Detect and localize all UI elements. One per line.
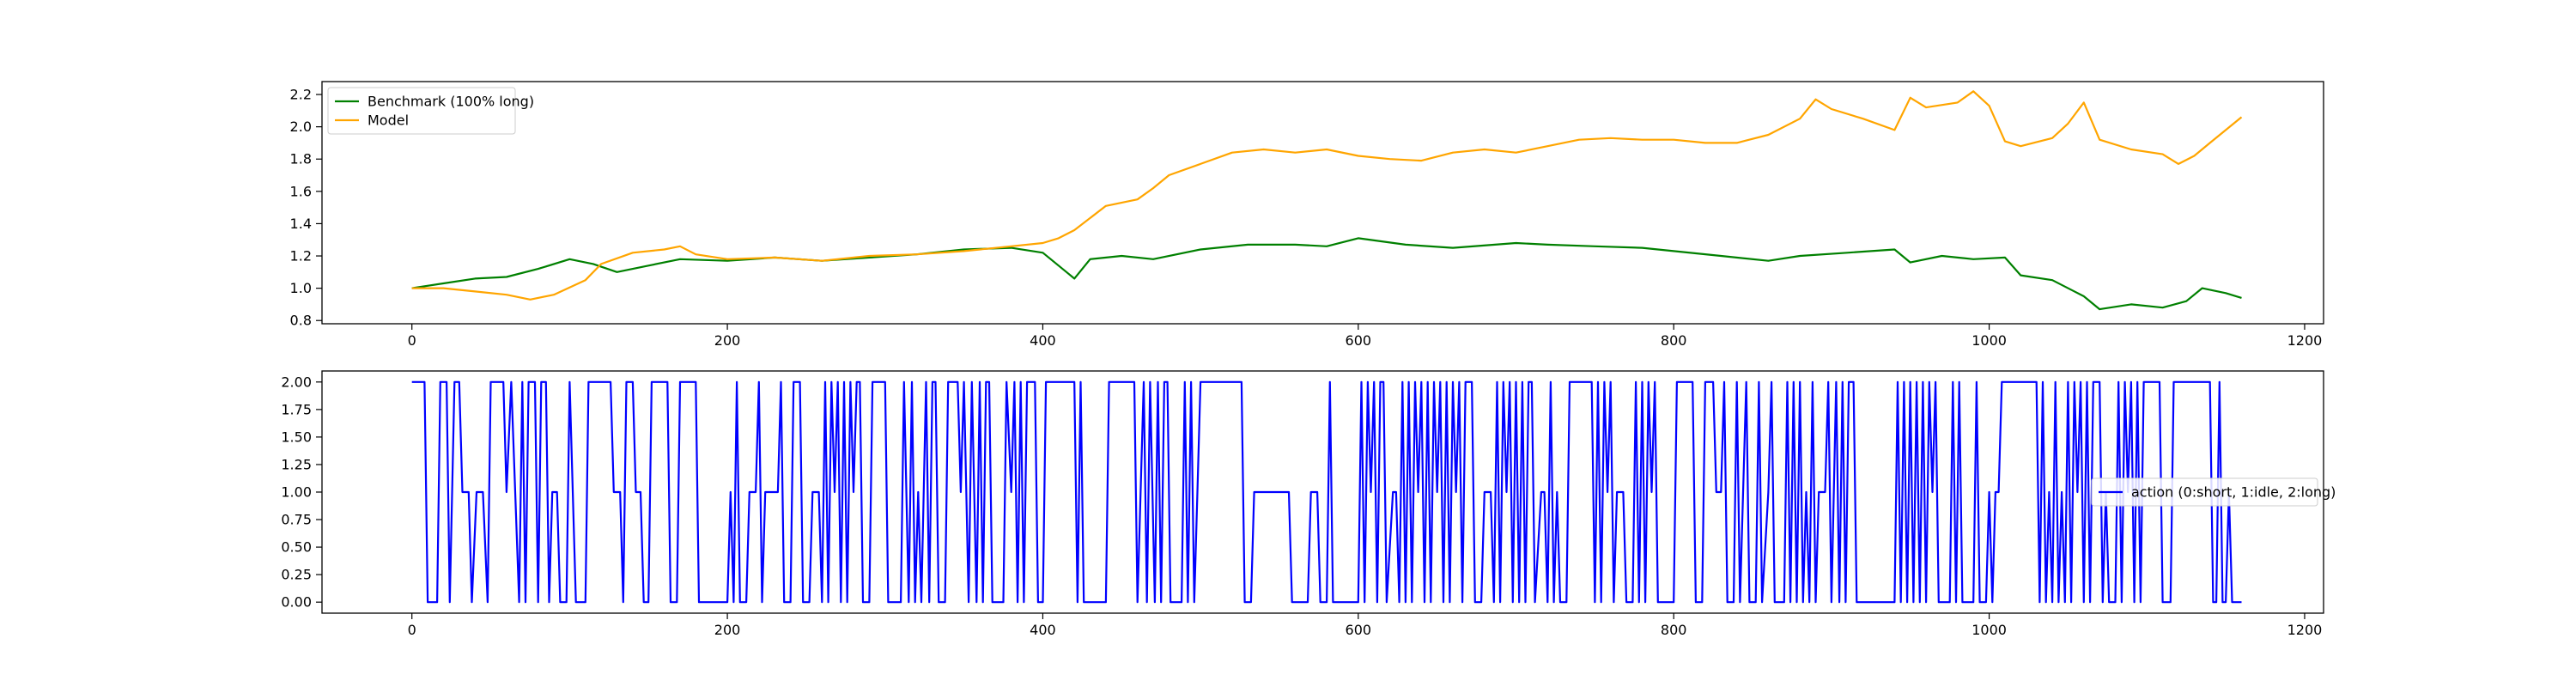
y-tick-label: 1.00	[281, 484, 312, 501]
x-tick-label: 600	[1346, 622, 1372, 638]
x-tick-label: 200	[714, 332, 741, 349]
y-tick-label: 0.8	[290, 313, 312, 329]
x-tick-label: 600	[1346, 332, 1372, 349]
x-tick-label: 0	[408, 622, 416, 638]
x-tick-label: 1000	[1971, 332, 2007, 349]
legend-box	[2091, 477, 2318, 507]
chart-panel-2: 0 200 400 600 800 1000 1200 0.00 0.25 0.50 0.75 1.0…	[281, 370, 2336, 638]
x-tick-label: 400	[1030, 332, 1056, 349]
y-tick-label: 1.6	[290, 183, 312, 199]
legend: action (0:short, 1:idle, 2:long)	[2091, 477, 2336, 507]
y-tick-label: 2.00	[281, 374, 312, 390]
x-tick-label: 800	[1661, 332, 1687, 349]
x-tick-label: 400	[1030, 622, 1056, 638]
y-tick-label: 2.2	[290, 87, 312, 103]
y-tick-label: 1.50	[281, 429, 312, 445]
y-tick-label: 1.4	[290, 216, 312, 232]
series-line-2	[411, 90, 2243, 301]
y-tick-label: 1.8	[290, 151, 312, 167]
legend-label: Benchmark (100% long)	[368, 94, 534, 110]
y-tick-label: 1.75	[281, 401, 312, 417]
x-tick-label: 1000	[1971, 622, 2007, 638]
x-tick-label: 800	[1661, 622, 1687, 638]
x-tick-label: 1200	[2287, 332, 2323, 349]
y-tick-label: 0.00	[281, 594, 312, 611]
y-tick-label: 0.25	[281, 567, 312, 583]
series-line-1	[411, 237, 2242, 311]
x-tick-label: 1200	[2287, 622, 2323, 638]
y-tick-label: 0.75	[281, 512, 312, 528]
legend-label: Model	[368, 112, 409, 129]
y-tick-label: 1.25	[281, 456, 312, 472]
legend: Benchmark (100% long) Model	[327, 87, 534, 135]
y-tick-label: 0.50	[281, 539, 312, 556]
chart-panel-1: 0 200 400 600 800 1000 1200 0.8 1.0 1.2 1.4 1.6 1.8 2…	[290, 81, 2324, 349]
legend-label: action (0:short, 1:idle, 2:long)	[2131, 484, 2336, 501]
x-tick-label: 200	[714, 622, 741, 638]
x-tick-label: 0	[408, 332, 416, 349]
series-line-1	[411, 380, 2242, 604]
plot-frame	[321, 81, 2324, 325]
y-tick-label: 2.0	[290, 119, 312, 135]
legend-box	[327, 87, 516, 135]
y-tick-label: 1.2	[290, 248, 312, 264]
y-tick-label: 1.0	[290, 280, 312, 296]
